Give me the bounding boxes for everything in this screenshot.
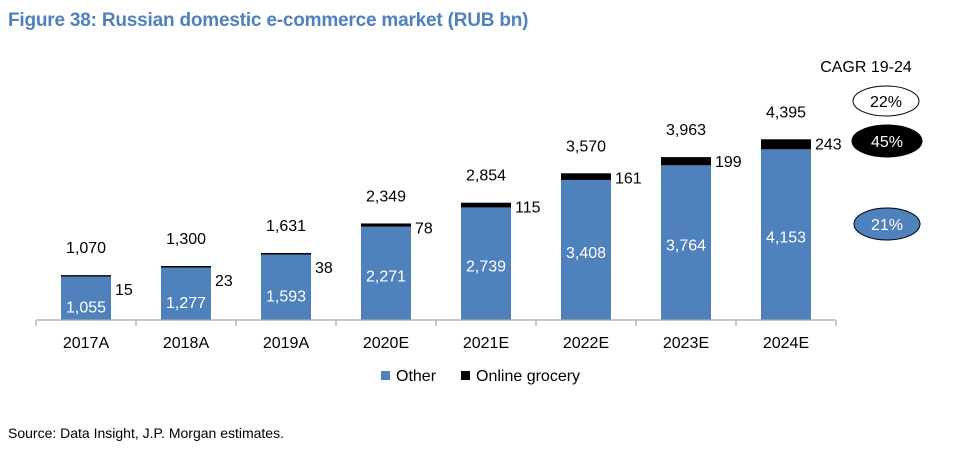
bar-other xyxy=(61,276,111,320)
x-tick-label: 2018A xyxy=(163,335,210,352)
bar-online-grocery xyxy=(361,223,411,227)
legend-label-online-grocery: Online grocery xyxy=(476,368,580,385)
bar-other xyxy=(161,267,211,320)
bar-other xyxy=(261,254,311,320)
data-label-online-grocery: 243 xyxy=(815,136,842,153)
data-label-online-grocery: 15 xyxy=(115,282,133,299)
data-label-total: 2,854 xyxy=(466,168,506,185)
data-label-other: 4,153 xyxy=(766,230,806,247)
data-label-other: 1,277 xyxy=(166,295,206,312)
data-labels-layer: 1,055 15 1,070 1,277 23 1,300 1,593 38 1,631 2,27… xyxy=(66,104,842,316)
cagr-other-value: 21% xyxy=(871,217,903,234)
data-label-other: 1,055 xyxy=(66,299,106,316)
x-tick-label: 2024E xyxy=(763,335,809,352)
data-label-other: 1,593 xyxy=(266,288,306,305)
bar-online-grocery xyxy=(61,275,111,277)
bar-other xyxy=(761,149,811,320)
data-label-online-grocery: 38 xyxy=(315,260,333,277)
x-tick-label: 2019A xyxy=(263,335,310,352)
cagr-total-oval xyxy=(852,85,920,117)
x-tick-label: 2023E xyxy=(663,335,709,352)
data-label-total: 1,631 xyxy=(266,218,306,235)
bar-online-grocery xyxy=(561,173,611,180)
cagr-other-oval xyxy=(853,207,921,241)
x-axis: 2017A 2018A 2019A 2020E 2021E 2022E 2023E 2024E xyxy=(35,319,837,352)
data-label-online-grocery: 115 xyxy=(515,200,541,217)
bar-other xyxy=(361,226,411,320)
bar-online-grocery xyxy=(161,266,211,268)
data-label-total: 3,570 xyxy=(566,138,606,155)
bar-other xyxy=(661,165,711,320)
x-tick-label: 2022E xyxy=(563,335,609,352)
cagr-annotation: CAGR 19-24 22% 45% 21% xyxy=(820,59,923,241)
data-label-other: 2,271 xyxy=(366,268,406,285)
legend-label-other: Other xyxy=(396,368,437,385)
bar-online-grocery xyxy=(661,157,711,166)
x-tick-label: 2021E xyxy=(463,335,509,352)
data-label-total: 2,349 xyxy=(366,188,406,205)
bar-other xyxy=(561,179,611,320)
data-label-total: 3,963 xyxy=(666,122,706,139)
bar-online-grocery xyxy=(761,139,811,150)
cagr-online-grocery-oval xyxy=(851,124,923,158)
x-tick-label: 2020E xyxy=(363,335,409,352)
cagr-total-value: 22% xyxy=(870,94,902,111)
data-label-other: 3,408 xyxy=(566,245,606,262)
data-label-total: 1,070 xyxy=(66,240,106,257)
bar-online-grocery xyxy=(261,252,311,255)
cagr-heading: CAGR 19-24 xyxy=(820,59,912,76)
data-label-total: 4,395 xyxy=(766,104,806,121)
bar-online-grocery xyxy=(461,202,511,208)
data-label-other: 3,764 xyxy=(666,238,706,255)
legend-swatch-online-grocery xyxy=(461,371,470,380)
data-label-online-grocery: 161 xyxy=(615,170,642,187)
source-note: Source: Data Insight, J.P. Morgan estima… xyxy=(8,425,284,441)
data-label-online-grocery: 23 xyxy=(215,273,233,290)
bars-layer xyxy=(61,139,811,320)
x-tick-label: 2017A xyxy=(63,335,110,352)
cagr-online-grocery-value: 45% xyxy=(871,134,903,151)
bar-other xyxy=(461,207,511,320)
chart-title: Figure 38: Russian domestic e-commerce m… xyxy=(8,10,529,31)
data-label-total: 1,300 xyxy=(166,231,206,248)
data-label-other: 2,739 xyxy=(466,259,506,276)
data-label-online-grocery: 78 xyxy=(415,220,433,237)
data-label-online-grocery: 199 xyxy=(715,154,742,171)
legend: Other Online grocery xyxy=(381,368,580,385)
legend-swatch-other xyxy=(381,371,390,380)
